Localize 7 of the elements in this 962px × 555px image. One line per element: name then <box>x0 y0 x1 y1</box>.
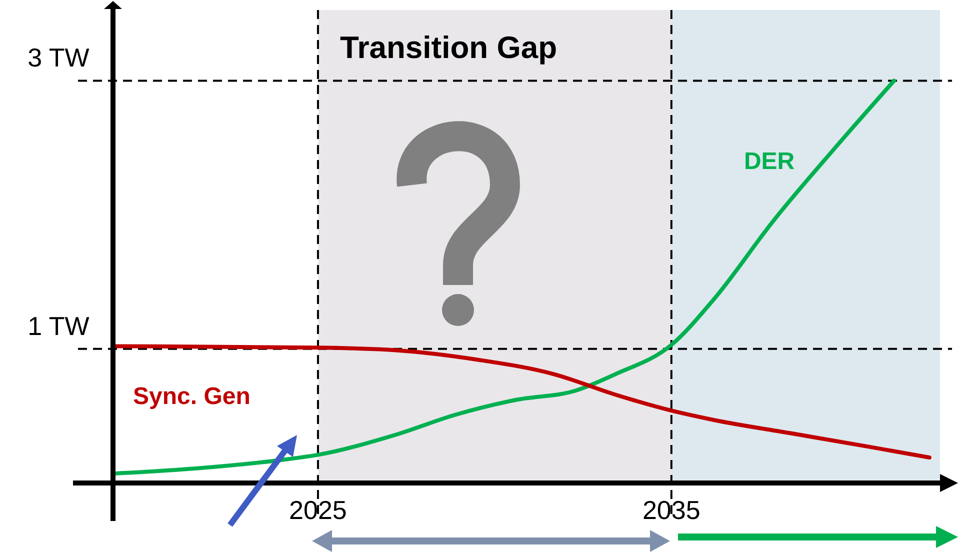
y-tick-label: 1 TW <box>28 310 90 341</box>
y-tick-label: 3 TW <box>28 42 90 73</box>
series-label: Sync. Gen <box>133 383 250 410</box>
band-label: Transition Gap <box>340 30 558 65</box>
series-label: DER <box>744 148 795 176</box>
x-tick-label: 2035 <box>642 495 700 525</box>
x-tick-label: 2025 <box>289 495 347 525</box>
